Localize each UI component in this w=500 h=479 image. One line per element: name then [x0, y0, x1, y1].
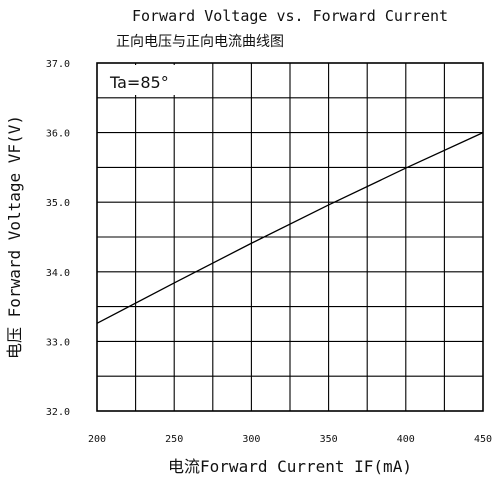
- chart-title: Forward Voltage vs. Forward Current: [132, 7, 448, 25]
- y-tick-label: 33.0: [46, 337, 70, 348]
- grid-lines: [97, 63, 483, 411]
- x-tick-label: 300: [242, 434, 260, 445]
- annotation-box: [100, 65, 210, 95]
- x-tick-labels: 200 250 300 350 400 450: [88, 434, 492, 445]
- x-tick-label: 200: [88, 434, 106, 445]
- y-tick-label: 37.0: [46, 59, 70, 70]
- y-tick-labels: 37.0 36.0 35.0 34.0 33.0 32.0: [46, 59, 70, 418]
- series-line: [96, 132, 484, 324]
- x-tick-label: 400: [397, 434, 415, 445]
- x-axis-label: 电流Forward Current IF(mA): [168, 457, 412, 476]
- y-tick-label: 36.0: [46, 129, 70, 140]
- y-tick-label: 34.0: [46, 268, 70, 279]
- x-tick-label: 250: [165, 434, 183, 445]
- y-tick-label: 35.0: [46, 198, 70, 209]
- y-axis-label: 电压 Forward Voltage VF(V): [5, 115, 24, 359]
- x-tick-label: 350: [320, 434, 338, 445]
- temperature-annotation: Ta=85°: [109, 73, 169, 92]
- x-tick-label: 450: [474, 434, 492, 445]
- plot-frame: [96, 62, 484, 412]
- chart-subtitle: 正向电压与正向电流曲线图: [116, 34, 284, 50]
- series-layer: [96, 132, 484, 324]
- y-tick-label: 32.0: [46, 407, 70, 418]
